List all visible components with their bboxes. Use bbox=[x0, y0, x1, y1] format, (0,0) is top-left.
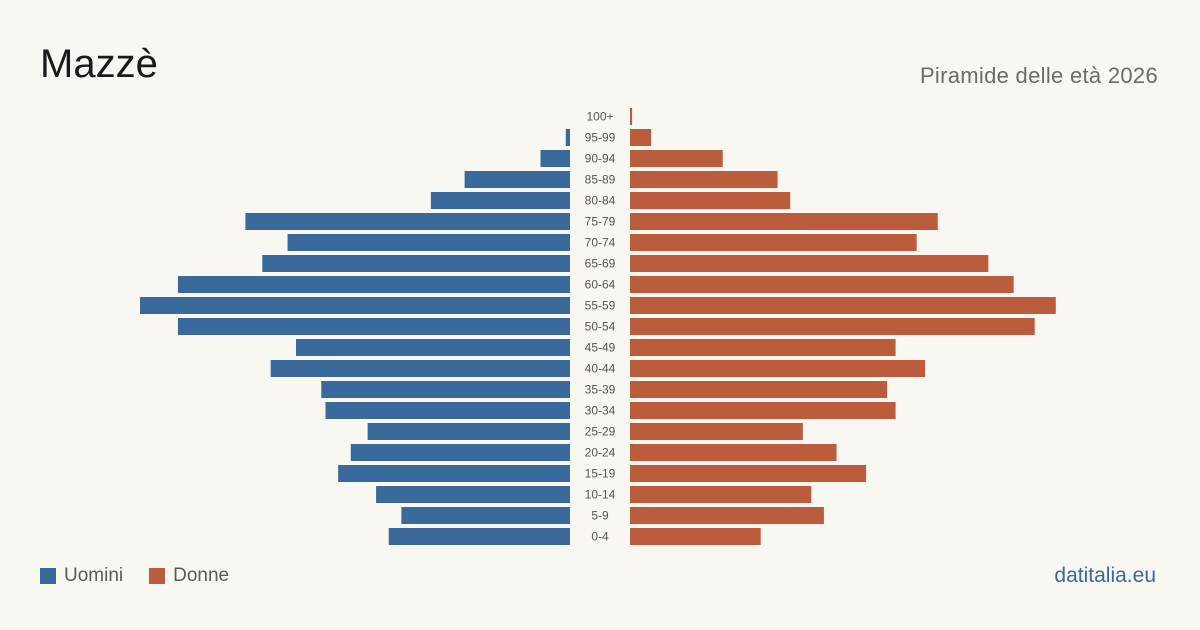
bar-men-45-49 bbox=[295, 339, 570, 356]
bar-women-95-99 bbox=[630, 129, 652, 146]
age-group-label: 45-49 bbox=[585, 341, 616, 355]
legend-swatch-men bbox=[40, 568, 56, 584]
bar-men-65-69 bbox=[262, 255, 570, 272]
age-group-label: 80-84 bbox=[585, 194, 616, 208]
bar-women-60-64 bbox=[630, 276, 1014, 293]
bar-women-0-4 bbox=[630, 528, 761, 545]
legend-item-men: Uomini bbox=[40, 565, 123, 587]
bar-men-55-59 bbox=[140, 297, 570, 314]
bar-men-50-54 bbox=[177, 318, 571, 335]
bar-men-85-89 bbox=[464, 171, 570, 188]
bar-women-15-19 bbox=[630, 465, 867, 482]
bar-men-60-64 bbox=[177, 276, 571, 293]
bar-women-50-54 bbox=[630, 318, 1035, 335]
legend-label-women: Donne bbox=[173, 565, 230, 586]
bar-men-70-74 bbox=[287, 234, 570, 251]
age-group-label: 70-74 bbox=[585, 236, 616, 250]
age-group-label: 30-34 bbox=[585, 404, 616, 418]
age-group-label: 85-89 bbox=[585, 173, 616, 187]
bar-men-80-84 bbox=[430, 192, 570, 209]
age-group-label: 65-69 bbox=[585, 257, 616, 271]
age-group-label: 60-64 bbox=[585, 278, 616, 292]
brand-link[interactable]: datitalia.eu bbox=[1054, 564, 1156, 587]
bar-men-0-4 bbox=[388, 528, 570, 545]
bar-women-75-79 bbox=[630, 213, 938, 230]
bar-women-85-89 bbox=[630, 171, 778, 188]
bar-men-20-24 bbox=[350, 444, 570, 461]
bar-men-15-19 bbox=[338, 465, 570, 482]
bar-women-5-9 bbox=[630, 507, 824, 524]
bar-men-75-79 bbox=[245, 213, 570, 230]
bar-women-70-74 bbox=[630, 234, 917, 251]
chart-subtitle: Piramide delle età 2026 bbox=[919, 63, 1158, 88]
bar-women-100+ bbox=[630, 108, 633, 125]
bar-men-35-39 bbox=[321, 381, 570, 398]
age-group-label: 25-29 bbox=[585, 425, 616, 439]
age-group-label: 50-54 bbox=[585, 320, 616, 334]
bar-women-10-14 bbox=[630, 486, 812, 503]
legend-item-women: Donne bbox=[149, 565, 229, 587]
legend-swatch-women bbox=[149, 568, 166, 584]
bar-women-20-24 bbox=[630, 444, 837, 461]
bar-men-25-29 bbox=[367, 423, 570, 440]
bar-women-65-69 bbox=[630, 255, 989, 272]
bar-men-40-44 bbox=[270, 360, 570, 377]
age-group-label: 100+ bbox=[586, 110, 613, 124]
bar-women-45-49 bbox=[630, 339, 896, 356]
legend-label-men: Uomini bbox=[64, 565, 124, 586]
age-group-label: 10-14 bbox=[585, 488, 616, 502]
bar-women-40-44 bbox=[630, 360, 926, 377]
bar-women-80-84 bbox=[630, 192, 791, 209]
age-group-label: 35-39 bbox=[585, 383, 616, 397]
bar-women-25-29 bbox=[630, 423, 803, 440]
age-group-label: 20-24 bbox=[585, 446, 616, 460]
age-group-label: 5-9 bbox=[591, 509, 609, 523]
age-group-label: 15-19 bbox=[585, 467, 616, 481]
bar-men-10-14 bbox=[376, 486, 570, 503]
age-group-label: 90-94 bbox=[585, 152, 616, 166]
bar-men-5-9 bbox=[401, 507, 570, 524]
age-group-label: 55-59 bbox=[585, 299, 616, 313]
page-title: Mazzè bbox=[40, 42, 158, 86]
bar-men-95-99 bbox=[565, 129, 570, 146]
bar-women-30-34 bbox=[630, 402, 896, 419]
chart-legend: Uomini Donne bbox=[40, 565, 255, 587]
bar-men-90-94 bbox=[540, 150, 570, 167]
bar-men-30-34 bbox=[325, 402, 570, 419]
age-group-label: 75-79 bbox=[585, 215, 616, 229]
age-group-label: 40-44 bbox=[585, 362, 616, 376]
bar-women-90-94 bbox=[630, 150, 723, 167]
bar-women-55-59 bbox=[630, 297, 1056, 314]
age-group-label: 0-4 bbox=[591, 530, 609, 544]
bar-women-35-39 bbox=[630, 381, 888, 398]
age-group-label: 95-99 bbox=[585, 131, 616, 145]
